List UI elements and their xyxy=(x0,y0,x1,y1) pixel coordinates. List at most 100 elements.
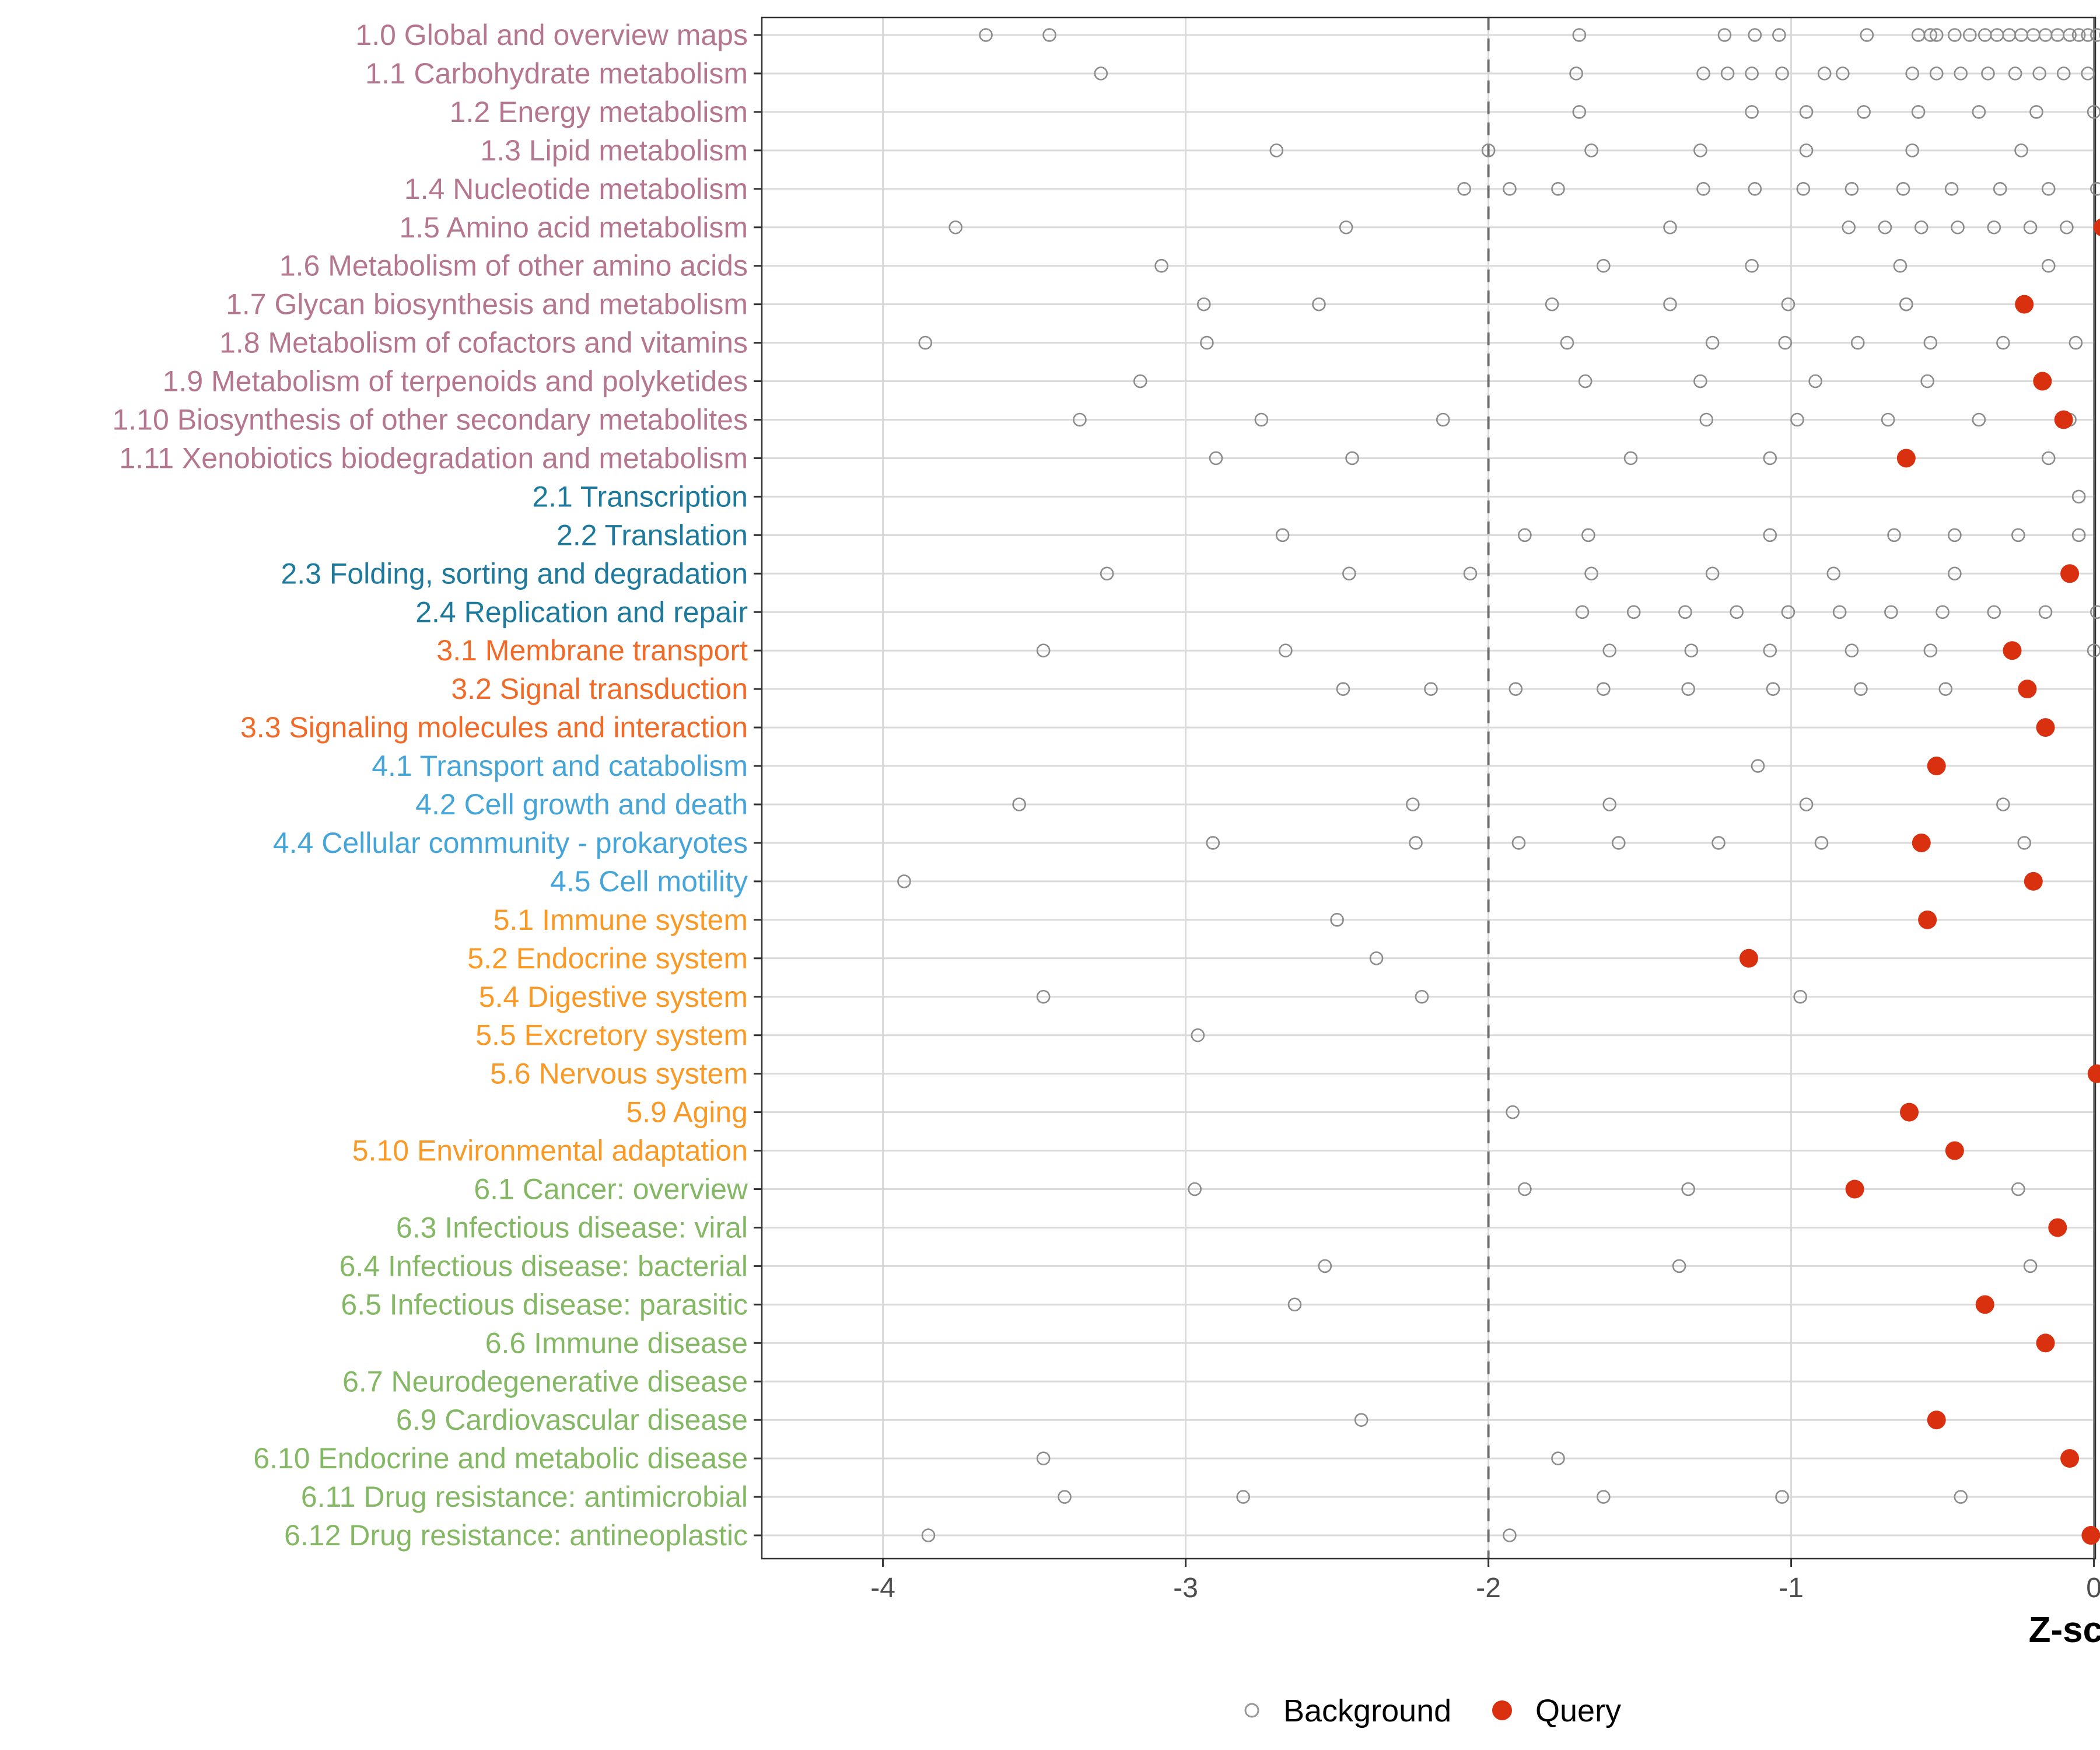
background-point xyxy=(1799,144,1814,158)
background-point xyxy=(2081,28,2095,42)
background-point xyxy=(1996,335,2010,350)
background-point xyxy=(1572,105,1587,119)
x-tick-label: -2 xyxy=(1476,1573,1501,1604)
background-point xyxy=(1993,181,2007,196)
background-point xyxy=(1330,913,1344,927)
category-label: 6.3 Infectious disease: viral xyxy=(396,1211,748,1244)
background-point xyxy=(1920,374,1934,388)
query-point xyxy=(2003,641,2022,660)
query-point xyxy=(2060,564,2080,583)
legend: Background Query xyxy=(1244,1693,1621,1728)
background-point xyxy=(1575,605,1590,620)
category-label: 5.1 Immune system xyxy=(494,904,748,936)
query-point xyxy=(2015,295,2034,314)
query-point xyxy=(1739,949,1758,968)
category-label: 1.0 Global and overview maps xyxy=(355,19,748,51)
background-point xyxy=(918,335,933,350)
background-point xyxy=(921,1528,936,1542)
x-tick-label: -3 xyxy=(1173,1573,1198,1604)
background-point xyxy=(1905,144,1919,158)
background-point xyxy=(1345,451,1359,466)
background-point xyxy=(1602,643,1616,657)
category-label: 1.10 Biosynthesis of other secondary met… xyxy=(112,404,748,436)
background-point xyxy=(1893,258,1908,273)
background-point xyxy=(1584,566,1598,581)
background-point xyxy=(1409,836,1423,850)
query-point xyxy=(2094,218,2100,236)
plot-border xyxy=(761,16,2096,1560)
category-label: 1.6 Metabolism of other amino acids xyxy=(279,250,748,282)
category-label: 2.3 Folding, sorting and degradation xyxy=(281,557,748,590)
background-point xyxy=(2068,335,2083,350)
background-point xyxy=(1342,566,1356,581)
background-point xyxy=(1560,335,1574,350)
background-point xyxy=(1597,1490,1611,1504)
background-point xyxy=(1954,66,1968,80)
background-point xyxy=(1312,297,1326,312)
background-point xyxy=(2041,258,2056,273)
background-point xyxy=(1763,643,1777,657)
background-point xyxy=(1817,66,1832,80)
category-label: 1.1 Carbohydrate metabolism xyxy=(365,57,748,90)
background-point xyxy=(1336,682,1350,696)
background-point xyxy=(1506,1105,1520,1119)
background-point xyxy=(1684,643,1699,657)
background-point xyxy=(1275,528,1290,542)
query-point xyxy=(2036,1334,2055,1353)
background-point xyxy=(2087,643,2100,657)
background-point xyxy=(1857,105,1871,119)
background-point xyxy=(2056,66,2071,80)
plot-panel xyxy=(762,18,2095,1559)
background-point xyxy=(1778,335,1793,350)
legend-query-symbol xyxy=(1492,1700,1512,1720)
background-point xyxy=(1623,451,1638,466)
background-point xyxy=(1948,528,1962,542)
background-point xyxy=(1572,28,1587,42)
background-point xyxy=(1196,297,1211,312)
grid-layer xyxy=(761,16,2096,1560)
background-point xyxy=(1938,682,1953,696)
query-point xyxy=(1896,449,1916,468)
background-point xyxy=(1793,989,1807,1004)
background-point xyxy=(2041,451,2056,466)
background-point xyxy=(1826,566,1841,581)
background-point xyxy=(1987,220,2001,235)
background-point xyxy=(1836,66,1850,80)
query-point xyxy=(1918,910,1937,929)
category-label: 1.5 Amino acid metabolism xyxy=(399,211,748,244)
category-label: 6.9 Cardiovascular disease xyxy=(396,1404,748,1436)
query-point xyxy=(2060,1449,2080,1468)
category-label: 4.4 Cellular community - prokaryotes xyxy=(273,827,748,859)
background-point xyxy=(2011,1182,2025,1196)
background-point xyxy=(1415,989,1429,1004)
background-point xyxy=(1354,1413,1368,1427)
legend-background-symbol xyxy=(1244,1703,1259,1718)
background-point xyxy=(1899,297,1913,312)
background-point xyxy=(1763,528,1777,542)
background-point xyxy=(1369,951,1384,965)
background-point xyxy=(1799,105,1814,119)
background-point xyxy=(1696,66,1710,80)
background-point xyxy=(1766,682,1780,696)
background-point xyxy=(1254,412,1269,427)
background-point xyxy=(1154,258,1168,273)
background-point xyxy=(949,220,963,235)
query-point xyxy=(2048,1218,2067,1237)
background-point xyxy=(1745,105,1759,119)
background-point xyxy=(1663,297,1677,312)
category-label: 1.8 Metabolism of cofactors and vitamins xyxy=(219,327,748,359)
category-label: 6.5 Infectious disease: parasitic xyxy=(341,1288,748,1321)
background-point xyxy=(1923,28,1938,42)
background-point xyxy=(1929,66,1944,80)
background-point xyxy=(1672,1259,1686,1273)
background-point xyxy=(1842,220,1856,235)
category-label: 1.2 Energy metabolism xyxy=(450,96,748,128)
background-point xyxy=(1963,28,1977,42)
query-point xyxy=(2033,372,2052,391)
background-point xyxy=(1511,836,1526,850)
category-label: 4.2 Cell growth and death xyxy=(415,788,748,821)
background-point xyxy=(1996,797,2010,811)
background-point xyxy=(1681,682,1695,696)
background-point xyxy=(1799,797,1814,811)
